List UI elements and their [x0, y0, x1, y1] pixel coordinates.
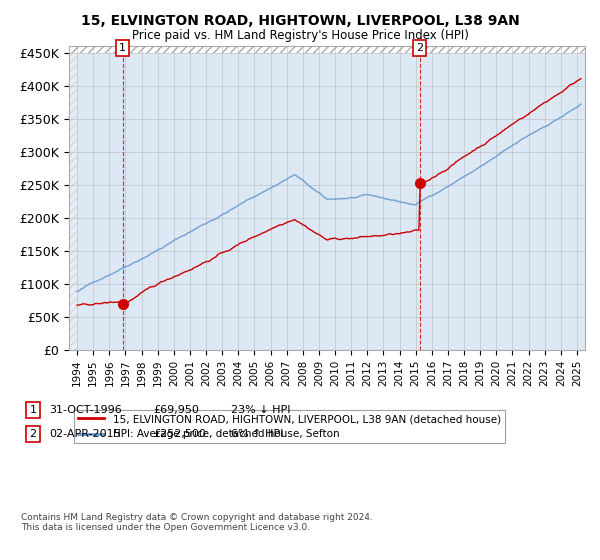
Text: Price paid vs. HM Land Registry's House Price Index (HPI): Price paid vs. HM Land Registry's House … — [131, 29, 469, 42]
Text: 2: 2 — [29, 429, 37, 439]
Text: This data is licensed under the Open Government Licence v3.0.: This data is licensed under the Open Gov… — [21, 523, 310, 532]
Text: 1: 1 — [119, 43, 126, 53]
Text: 31-OCT-1996: 31-OCT-1996 — [49, 405, 122, 415]
Text: 02-APR-2015: 02-APR-2015 — [49, 429, 121, 439]
Text: 6% ↑ HPI: 6% ↑ HPI — [231, 429, 283, 439]
Text: Contains HM Land Registry data © Crown copyright and database right 2024.: Contains HM Land Registry data © Crown c… — [21, 513, 373, 522]
Legend: 15, ELVINGTON ROAD, HIGHTOWN, LIVERPOOL, L38 9AN (detached house), HPI: Average : 15, ELVINGTON ROAD, HIGHTOWN, LIVERPOOL,… — [74, 410, 505, 444]
Text: £252,500: £252,500 — [153, 429, 206, 439]
Text: 1: 1 — [29, 405, 37, 415]
Text: 2: 2 — [416, 43, 423, 53]
Text: 15, ELVINGTON ROAD, HIGHTOWN, LIVERPOOL, L38 9AN: 15, ELVINGTON ROAD, HIGHTOWN, LIVERPOOL,… — [80, 14, 520, 28]
Text: £69,950: £69,950 — [153, 405, 199, 415]
Text: 23% ↓ HPI: 23% ↓ HPI — [231, 405, 290, 415]
